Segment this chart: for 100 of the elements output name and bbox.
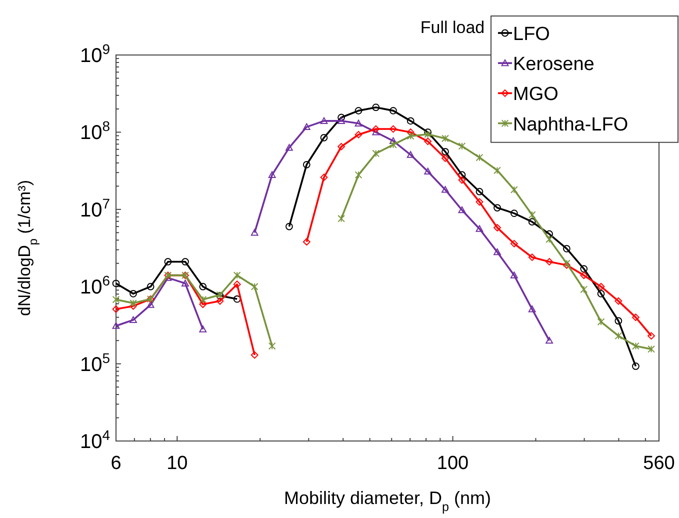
point: [476, 198, 484, 206]
point: [233, 295, 241, 303]
point: [510, 240, 518, 248]
point: [354, 130, 362, 138]
point: [338, 114, 345, 122]
point: [320, 134, 328, 142]
point: [528, 218, 536, 226]
point: [199, 296, 207, 304]
point: [146, 282, 154, 290]
point: [614, 332, 622, 340]
point: [302, 123, 310, 130]
point: [268, 171, 276, 178]
point: [372, 128, 380, 136]
point: [130, 290, 137, 298]
y-tick-label: 10$^{8}$: [80, 118, 110, 144]
point: [494, 248, 501, 256]
point: [546, 258, 554, 266]
point: [458, 176, 466, 184]
point: [286, 222, 293, 230]
point: [130, 316, 137, 323]
point: [250, 351, 258, 359]
point: [182, 258, 189, 266]
legend-label: Kerosene: [513, 54, 594, 76]
x-tick-label: 100: [436, 453, 469, 474]
point: [286, 144, 293, 151]
point: [528, 254, 536, 261]
y-tick-label: 10$^{5}$: [80, 350, 110, 376]
point: [580, 265, 588, 273]
point: [442, 148, 449, 156]
point: [510, 186, 518, 194]
point: [199, 300, 207, 308]
point: [320, 117, 328, 124]
point: [494, 224, 501, 232]
point: [494, 166, 501, 174]
point: [338, 142, 345, 150]
point: [372, 150, 380, 158]
y-tick-label: 10$^{6}$: [80, 272, 110, 299]
point: [406, 151, 414, 158]
legend-label: LFO: [513, 24, 550, 45]
point: [424, 168, 432, 175]
point: [406, 128, 414, 136]
x-tick-label: 560: [643, 453, 675, 474]
point: [528, 211, 536, 219]
point: [268, 342, 276, 350]
point: [614, 297, 622, 305]
point: [390, 137, 397, 144]
point: [182, 280, 189, 286]
y-tick-label: 10$^{4}$: [80, 427, 110, 453]
point: [406, 132, 414, 140]
point: [164, 258, 172, 266]
point: [597, 318, 605, 326]
point: [390, 140, 397, 148]
point: [562, 244, 570, 252]
legend-label: Naphtha-LFO: [513, 114, 628, 136]
point: [338, 214, 345, 222]
y-tick-label: 10$^{7}$: [80, 195, 110, 222]
point: [632, 342, 640, 350]
point: [250, 282, 258, 290]
point: [216, 297, 224, 305]
point: [199, 326, 207, 332]
point: [112, 322, 120, 329]
x-tick-label: 6: [110, 453, 122, 474]
x-axis-title: Mobility diameter, D$_{p}$ (nm): [284, 488, 492, 514]
point: [372, 125, 380, 133]
point: [112, 280, 120, 288]
point: [390, 125, 397, 133]
y-tick-label: 10$^{9}$: [80, 41, 110, 67]
point: [338, 117, 345, 124]
point: [580, 286, 588, 294]
point: [390, 106, 397, 114]
point: [597, 282, 605, 290]
point: [354, 106, 362, 114]
point: [112, 305, 120, 313]
point: [546, 230, 554, 238]
point: [458, 142, 466, 150]
point: [476, 154, 484, 162]
point: [354, 171, 362, 179]
point: [597, 290, 605, 298]
point: [372, 104, 380, 112]
point: [354, 120, 362, 126]
point: [494, 204, 501, 212]
point: [632, 362, 640, 370]
point: [146, 301, 154, 308]
point: [458, 171, 466, 179]
point: [458, 206, 466, 214]
point: [632, 314, 640, 322]
point: [199, 282, 207, 290]
legend-label: MGO: [513, 84, 558, 106]
point: [476, 188, 484, 196]
point: [580, 272, 588, 280]
point: [320, 174, 328, 182]
point: [528, 305, 536, 312]
point: [233, 280, 241, 288]
x-tick-label: 10: [166, 453, 188, 474]
point: [302, 238, 310, 246]
point: [510, 272, 518, 278]
point: [614, 317, 622, 325]
point: [112, 296, 120, 304]
point: [424, 138, 432, 146]
chart-title: Full load: [420, 18, 485, 37]
